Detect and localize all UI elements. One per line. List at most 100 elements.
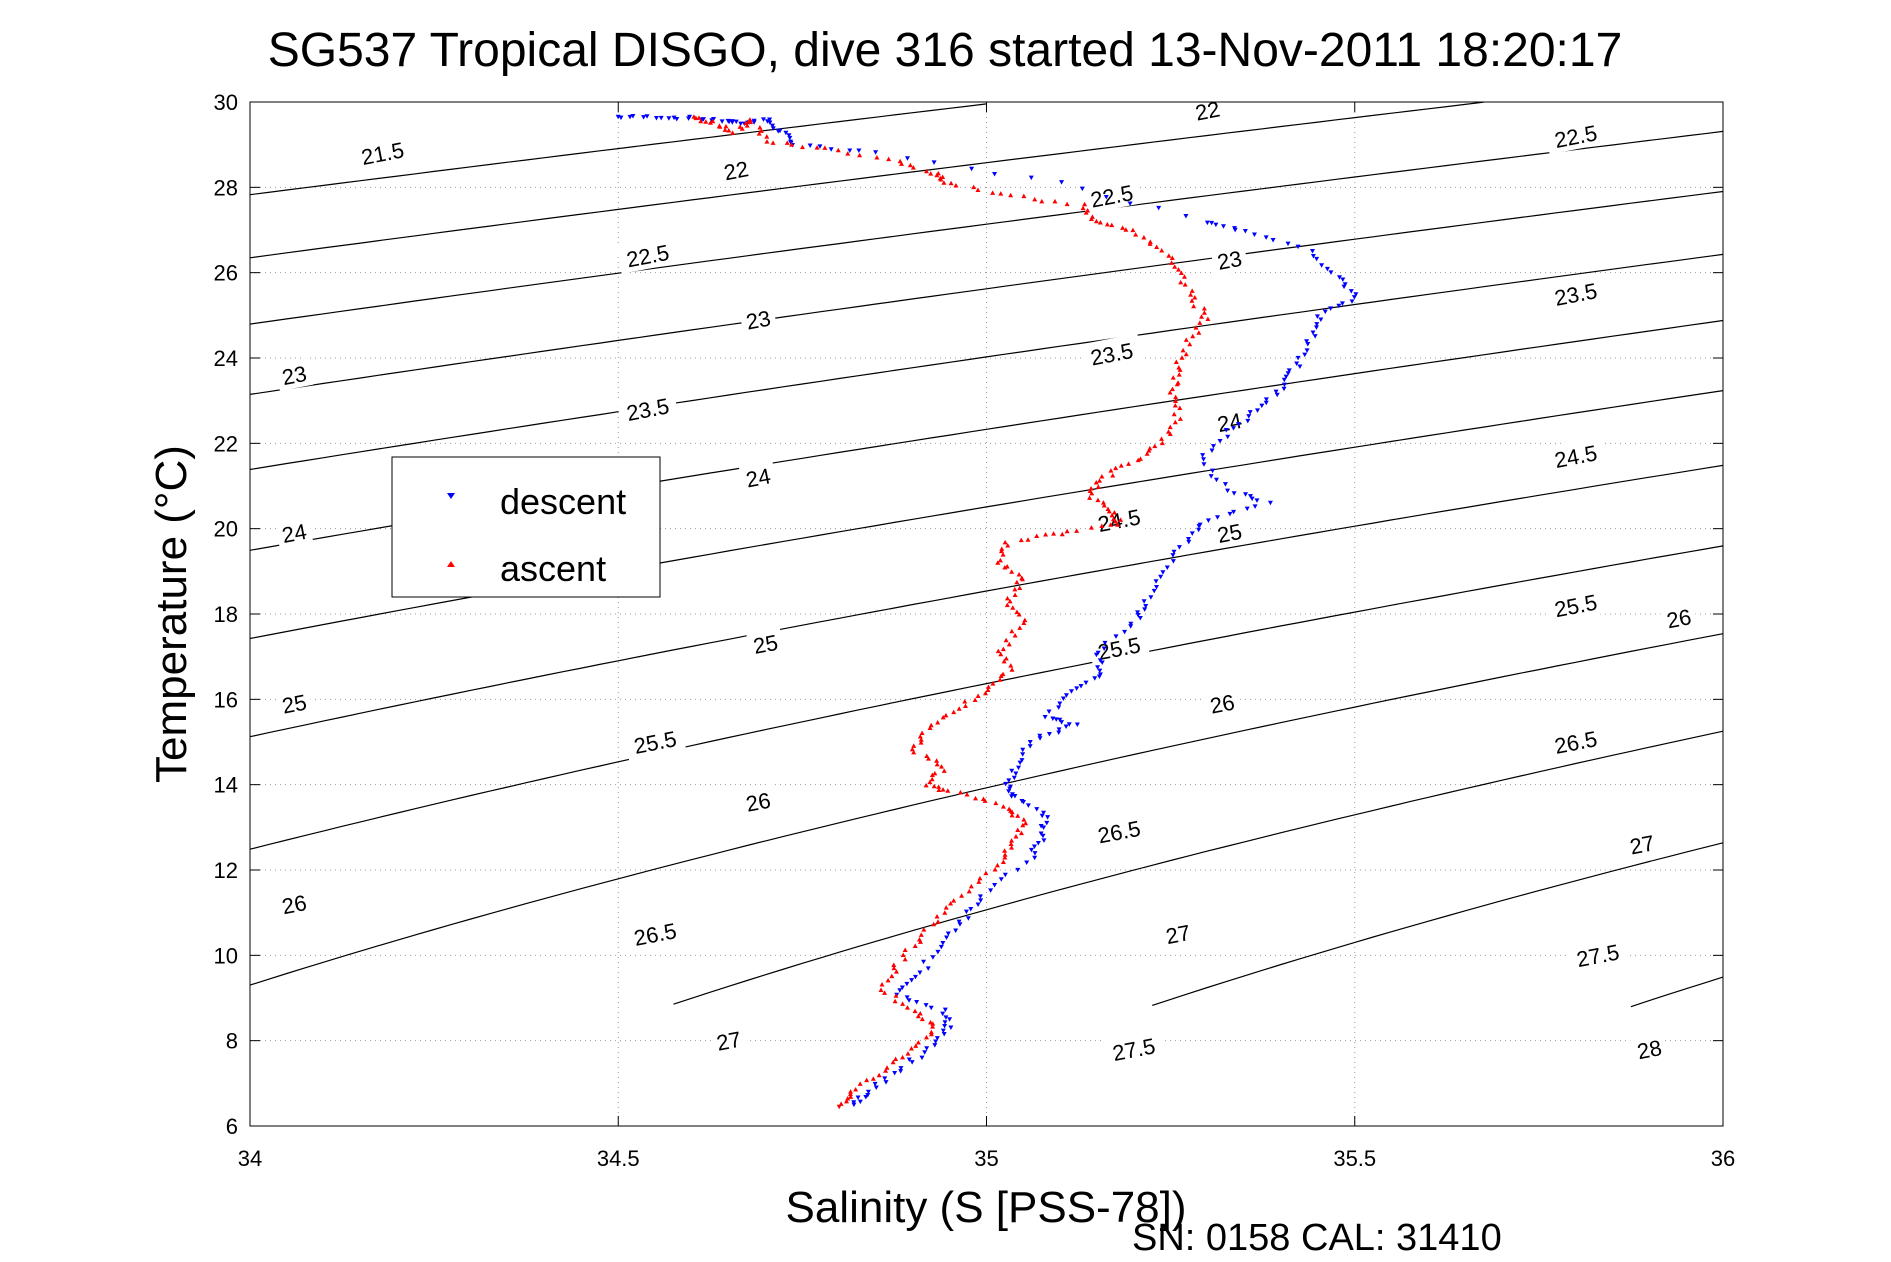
ascent-point	[971, 184, 977, 190]
descent-point	[1201, 457, 1207, 462]
ascent-point	[936, 787, 942, 792]
contour-label: 26	[1208, 689, 1237, 718]
contour-label-background	[1080, 333, 1143, 373]
ascent-point	[1082, 201, 1088, 207]
descent-point	[1056, 730, 1062, 735]
ascent-point	[935, 919, 941, 924]
descent-point	[1231, 509, 1237, 515]
ascent-point	[747, 117, 753, 122]
descent-point	[933, 1039, 939, 1044]
ascent-point	[1004, 595, 1010, 601]
descent-point	[686, 116, 692, 121]
ascent-point	[1144, 451, 1150, 456]
descent-point	[1078, 684, 1084, 689]
ascent-point	[1012, 592, 1018, 597]
descent-point	[1273, 389, 1279, 395]
descent-point	[904, 995, 910, 1000]
ascent-point	[893, 993, 899, 998]
contour-label-background	[1544, 115, 1607, 155]
ascent-point	[997, 677, 1003, 682]
ascent-point	[857, 1081, 863, 1086]
ascent-point	[1126, 461, 1132, 466]
ascent-point	[1039, 198, 1045, 204]
descent-point	[1028, 175, 1034, 181]
descent-point	[940, 1011, 946, 1017]
ascent-point	[835, 147, 841, 153]
ascent-point	[939, 764, 945, 769]
ascent-point	[983, 690, 989, 696]
ascent-point	[703, 119, 709, 124]
density-contour	[249, 101, 1484, 259]
descent-point	[1341, 284, 1347, 290]
descent-point	[944, 935, 950, 940]
descent-point	[865, 1089, 871, 1095]
ascent-point	[1000, 646, 1006, 652]
ascent-point	[886, 156, 892, 162]
descent-point	[1011, 775, 1017, 781]
contour-label-background	[1544, 435, 1607, 475]
ascent-point	[693, 115, 699, 121]
y-tick-label: 26	[214, 261, 238, 286]
ascent-point	[1177, 367, 1183, 372]
descent-point	[1231, 491, 1237, 496]
ascent-point	[1167, 431, 1173, 437]
ascent-point	[1133, 232, 1139, 237]
descent-point	[851, 1102, 857, 1108]
descent-point	[906, 1057, 912, 1063]
descent-point	[1079, 186, 1085, 192]
ascent-point	[1012, 632, 1018, 638]
ascent-point	[1097, 220, 1103, 225]
legend-marker-descent	[447, 493, 455, 499]
ascent-point	[848, 1089, 854, 1094]
descent-point	[1127, 201, 1133, 206]
ascent-point	[1021, 193, 1027, 199]
ascent-point	[1113, 465, 1119, 471]
ascent-point	[931, 783, 937, 789]
descent-point	[1160, 570, 1166, 575]
descent-point	[1039, 813, 1045, 819]
ascent-point	[1020, 576, 1026, 582]
ascent-point	[1016, 611, 1022, 617]
ascent-point	[1003, 637, 1009, 643]
descent-point	[738, 121, 744, 127]
ascent-point	[889, 973, 895, 979]
ascent-point	[1064, 528, 1070, 534]
contour-label: 27	[1628, 830, 1657, 859]
y-tick-label: 18	[214, 602, 238, 627]
descent-point	[1053, 717, 1059, 722]
ascent-point	[994, 862, 1000, 868]
ascent-point	[1087, 495, 1093, 500]
descent-point	[957, 922, 963, 927]
ascent-point	[966, 888, 972, 894]
ascent-point	[696, 115, 702, 120]
ascent-point	[900, 1001, 906, 1006]
ascent-point	[913, 1043, 919, 1048]
ascent-point	[710, 118, 716, 124]
ascent-point	[915, 1039, 921, 1045]
descent-point	[1007, 786, 1013, 792]
density-contour	[1630, 976, 1724, 1008]
ascent-point	[1110, 516, 1116, 522]
ascent-point	[1015, 813, 1021, 818]
ascent-point	[1109, 512, 1115, 518]
descent-point	[658, 115, 664, 121]
descent-point	[1017, 760, 1023, 766]
descent-point	[1251, 232, 1257, 238]
ascent-point	[935, 720, 941, 725]
descent-point	[751, 118, 757, 124]
descent-point	[1285, 241, 1291, 247]
x-tick-label: 35.5	[1333, 1146, 1376, 1171]
contour-label-background	[1158, 916, 1198, 951]
ascent-point	[997, 557, 1003, 563]
descent-point	[1322, 309, 1328, 315]
ascent-point	[1169, 386, 1175, 392]
ascent-point	[998, 191, 1004, 196]
descent-point	[1270, 238, 1276, 243]
ascent-point	[1000, 552, 1006, 557]
ascent-point	[1141, 234, 1147, 240]
descent-point	[627, 114, 633, 120]
descent-point	[992, 171, 998, 177]
descent-point	[1148, 595, 1154, 600]
legend-label-ascent: ascent	[500, 548, 606, 589]
